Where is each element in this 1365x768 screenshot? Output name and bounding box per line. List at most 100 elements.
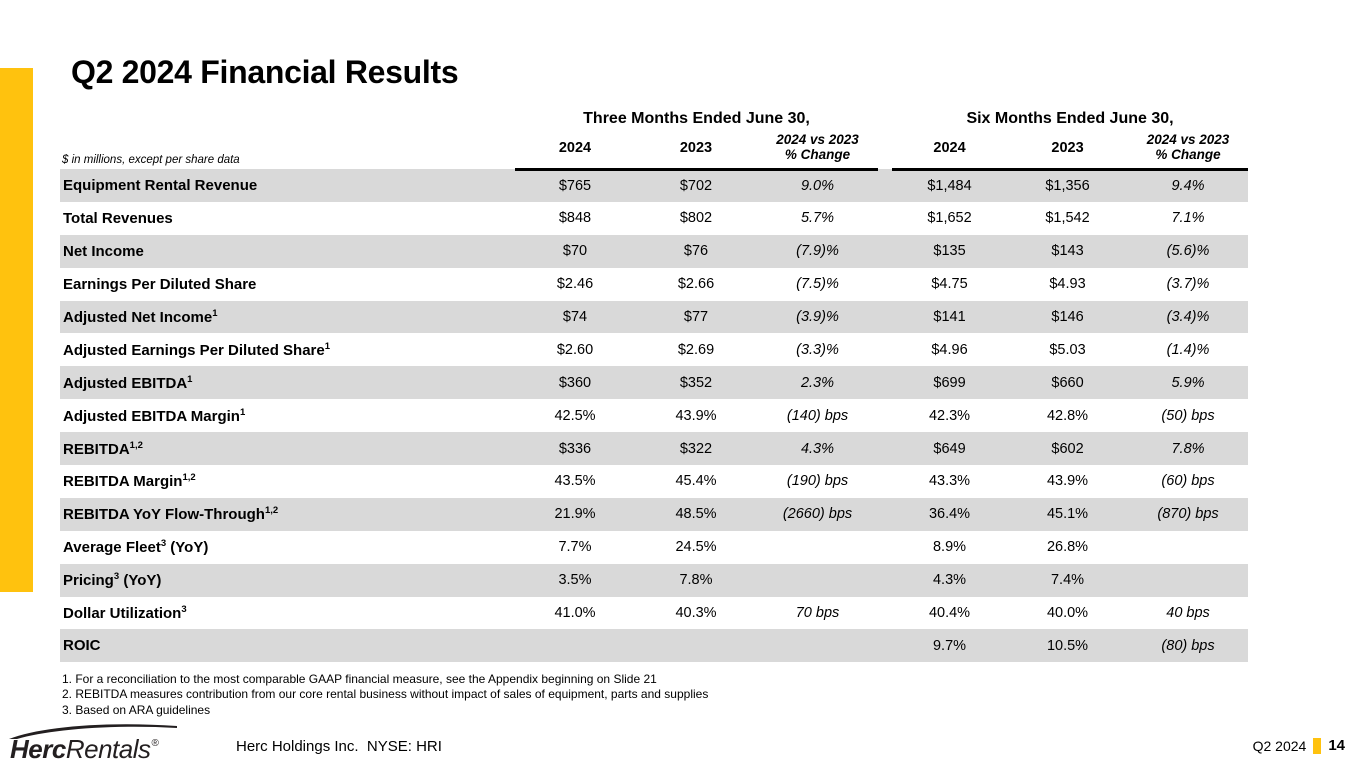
- cell-value: $146: [1051, 309, 1084, 325]
- table-body: Equipment Rental Revenue $765 $702 9.0% $1,4…: [60, 169, 1249, 663]
- row-label: Adjusted EBITDA1: [63, 373, 193, 392]
- cell-value: 43.3%: [928, 473, 971, 490]
- table-row: REBITDA YoY Flow-Through1,2 21.9% 48.5% (26…: [60, 497, 1249, 531]
- column-gap: [878, 498, 892, 531]
- cell-value: 40.3%: [675, 605, 717, 622]
- cell-value: 9.7%: [932, 637, 967, 654]
- change-header-line2: % Change: [784, 146, 851, 162]
- financial-table: Three Months Ended June 30, Six Months E…: [60, 104, 1249, 663]
- herc-rentals-logo: HercRentals®: [8, 724, 188, 766]
- row-label: ROIC: [63, 637, 101, 655]
- cell-value: 42.8%: [1046, 407, 1089, 424]
- cell-value: 5.7%: [800, 210, 835, 227]
- period-group-header-three-months: Three Months Ended June 30,: [583, 110, 810, 127]
- cell-value: $135: [933, 243, 966, 260]
- cell-value: 7.7%: [558, 539, 592, 556]
- column-header-row: $ in millions, except per share data 202…: [60, 128, 1249, 171]
- table-row: REBITDA1,2 $336 $322 4.3% $649 $602 7.8%: [60, 432, 1249, 466]
- col-header-h1-change: 2024 vs 2023% Change: [1128, 128, 1249, 171]
- cell-value: (7.9)%: [796, 243, 839, 260]
- page-accent-marker: [1313, 737, 1322, 754]
- cell-value: $2.66: [677, 276, 715, 293]
- cell-value: $322: [679, 440, 713, 457]
- cell-value: $4.96: [931, 341, 968, 358]
- cell-value: $1,484: [927, 178, 972, 195]
- column-gap: [878, 465, 892, 498]
- cell-value: 3.5%: [558, 572, 592, 589]
- cell-value: $802: [679, 210, 713, 227]
- cell-value: $1,542: [1045, 210, 1090, 227]
- cell-value: $2.46: [556, 276, 594, 293]
- cell-value: (3.7)%: [1166, 276, 1210, 293]
- cell-value: $765: [558, 178, 592, 195]
- period-group-row: Three Months Ended June 30, Six Months E…: [60, 104, 1248, 128]
- column-gap: [878, 564, 892, 597]
- row-label: REBITDA YoY Flow-Through1,2: [63, 505, 279, 524]
- col-header-h1-2023: 2023: [1007, 128, 1129, 171]
- cell-value: 42.3%: [928, 407, 971, 424]
- cell-value: $602: [1051, 440, 1084, 457]
- cell-value: (3.9)%: [796, 309, 839, 325]
- cell-value: [757, 564, 878, 597]
- logo-rentals: Rentals: [65, 734, 151, 764]
- column-gap: [878, 104, 892, 128]
- cell-value: $2.69: [677, 341, 715, 358]
- table-row: Dollar Utilization3 41.0% 40.3% 70 bps 40.4%…: [60, 597, 1248, 630]
- column-gap: [878, 235, 892, 268]
- cell-value: 43.9%: [1046, 473, 1089, 490]
- row-label: REBITDA Margin1,2: [63, 472, 196, 491]
- cell-value: 4.3%: [932, 572, 967, 589]
- cell-value: 9.0%: [800, 178, 835, 195]
- cell-value: 45.4%: [675, 473, 717, 490]
- column-gap: [878, 301, 892, 334]
- logo-text: HercRentals®: [10, 734, 159, 765]
- table-row: REBITDA Margin1,2 43.5% 45.4% (190) bps 43.3…: [60, 465, 1248, 498]
- cell-value: $70: [562, 243, 588, 260]
- column-gap: [878, 531, 892, 564]
- cell-value: (2660) bps: [782, 506, 853, 523]
- page-number: 14: [1328, 737, 1345, 754]
- footnotes: 1. For a reconciliation to the most comp…: [62, 672, 708, 718]
- cell-value: 40.0%: [1046, 605, 1089, 622]
- table-row: Net Income $70 $76 (7.9)% $135 $143 (5.6)%: [60, 234, 1249, 268]
- cell-value: (190) bps: [786, 473, 849, 490]
- cell-value: 5.9%: [1171, 374, 1205, 391]
- cell-value: $143: [1051, 243, 1084, 260]
- column-gap: [878, 629, 892, 662]
- row-label: Total Revenues: [63, 209, 173, 227]
- cell-value: [1128, 564, 1248, 597]
- row-label: REBITDA1,2: [63, 439, 143, 458]
- cell-value: $141: [933, 309, 966, 325]
- cell-value: $649: [933, 440, 966, 457]
- cell-value: 43.5%: [554, 473, 596, 490]
- cell-value: 8.9%: [932, 539, 967, 556]
- cell-value: 48.5%: [675, 506, 717, 523]
- cell-value: 36.4%: [928, 506, 971, 523]
- cell-value: $4.93: [1049, 276, 1086, 293]
- cell-value: 4.3%: [800, 440, 835, 457]
- table-row: Pricing3 (YoY) 3.5% 7.8% 4.3% 7.4%: [60, 563, 1249, 597]
- logo-herc: Herc: [10, 734, 66, 764]
- cell-value: 43.9%: [675, 407, 717, 424]
- cell-value: [1128, 531, 1248, 564]
- cell-value: 7.4%: [1050, 572, 1085, 589]
- table-row: Adjusted EBITDA Margin1 42.5% 43.9% (140) b…: [60, 399, 1248, 432]
- cell-value: 24.5%: [675, 539, 717, 556]
- table-row: Adjusted Net Income1 $74 $77 (3.9)% $141 $146…: [60, 300, 1249, 334]
- cell-value: 42.5%: [554, 407, 596, 424]
- col-header-h1-2024: 2024: [892, 128, 1008, 171]
- registered-mark-icon: ®: [151, 738, 159, 749]
- table-row: Average Fleet3 (YoY) 7.7% 24.5% 8.9% 26.8%: [60, 531, 1248, 564]
- table-row: Earnings Per Diluted Share $2.46 $2.66 (7.5…: [60, 268, 1248, 301]
- row-label: Net Income: [63, 242, 144, 260]
- cell-value: [757, 629, 878, 662]
- cell-value: (50) bps: [1161, 407, 1215, 424]
- cell-value: $660: [1051, 374, 1084, 391]
- page-title: Q2 2024 Financial Results: [71, 54, 459, 90]
- cell-value: $1,652: [927, 210, 972, 227]
- cell-value: 7.8%: [679, 572, 713, 589]
- cell-value: 45.1%: [1046, 506, 1089, 523]
- col-header-q-2023: 2023: [635, 128, 757, 171]
- cell-value: [757, 531, 878, 564]
- column-gap: [878, 268, 892, 301]
